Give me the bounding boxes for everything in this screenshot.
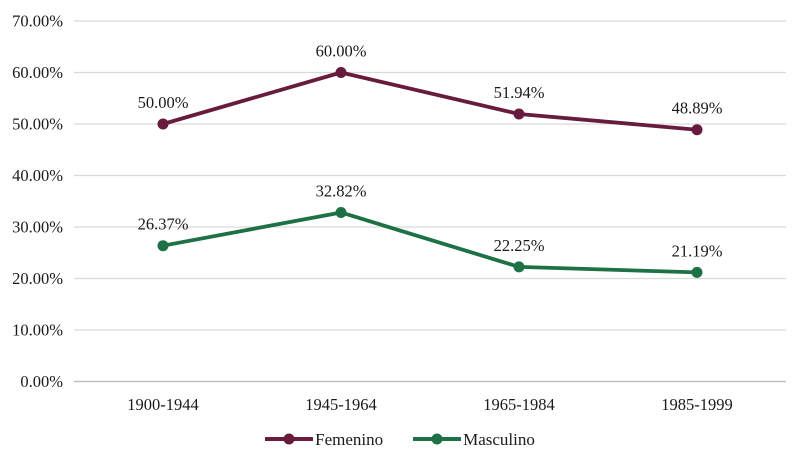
- data-label: 51.94%: [494, 83, 545, 102]
- legend-item-masculino: Masculino: [413, 431, 535, 448]
- data-point-femenino: [335, 67, 347, 78]
- legend-item-femenino: Femenino: [265, 431, 383, 448]
- data-label: 48.89%: [672, 99, 723, 118]
- x-category-label: 1945-1964: [305, 395, 377, 414]
- y-tick-label: 50.00%: [12, 115, 63, 134]
- data-point-femenino: [513, 108, 525, 120]
- legend-marker-masculino: [413, 433, 462, 445]
- data-label: 32.82%: [316, 181, 367, 200]
- legend-dot: [431, 433, 443, 445]
- legend-label-masculino: Masculino: [463, 429, 535, 449]
- data-label: 21.19%: [672, 241, 723, 260]
- data-label: 22.25%: [494, 236, 545, 255]
- y-tick-label: 60.00%: [12, 63, 63, 82]
- y-tick-label: 20.00%: [12, 269, 63, 288]
- data-label: 60.00%: [316, 42, 367, 61]
- data-label: 50.00%: [138, 93, 189, 112]
- x-category-label: 1900-1944: [127, 395, 199, 414]
- series-line-masculino: [161, 210, 699, 275]
- x-category-label: 1985-1999: [661, 395, 733, 414]
- data-point-masculino: [157, 240, 169, 252]
- y-tick-label: 0.00%: [20, 372, 63, 391]
- x-category-label: 1965-1984: [483, 395, 555, 414]
- legend-marker-femenino: [265, 433, 314, 445]
- series-line-femenino: [161, 70, 699, 132]
- legend-dot: [283, 433, 295, 445]
- data-point-masculino: [691, 266, 703, 278]
- chart-legend: Femenino Masculino: [0, 424, 800, 454]
- data-point-masculino: [335, 206, 347, 218]
- y-tick-label: 70.00%: [12, 12, 63, 31]
- data-point-femenino: [157, 118, 169, 130]
- y-tick-label: 10.00%: [12, 321, 63, 340]
- chart-plot-area: 0.00% 10.00% 20.00% 30.00% 40.00% 50.00% 60.00…: [12, 12, 786, 414]
- data-label: 26.37%: [138, 215, 189, 234]
- data-point-femenino: [691, 124, 703, 136]
- y-tick-label: 40.00%: [12, 166, 63, 185]
- data-point-masculino: [513, 261, 525, 273]
- y-tick-label: 30.00%: [12, 218, 63, 237]
- legend-label-femenino: Femenino: [315, 429, 384, 449]
